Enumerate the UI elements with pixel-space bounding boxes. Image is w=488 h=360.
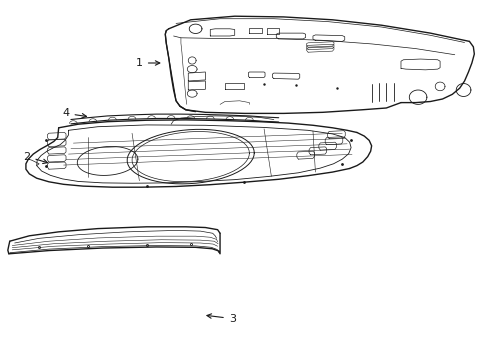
Text: 1: 1 (136, 58, 160, 68)
Text: 3: 3 (206, 314, 235, 324)
Text: 4: 4 (62, 108, 86, 118)
Text: 2: 2 (23, 152, 47, 163)
